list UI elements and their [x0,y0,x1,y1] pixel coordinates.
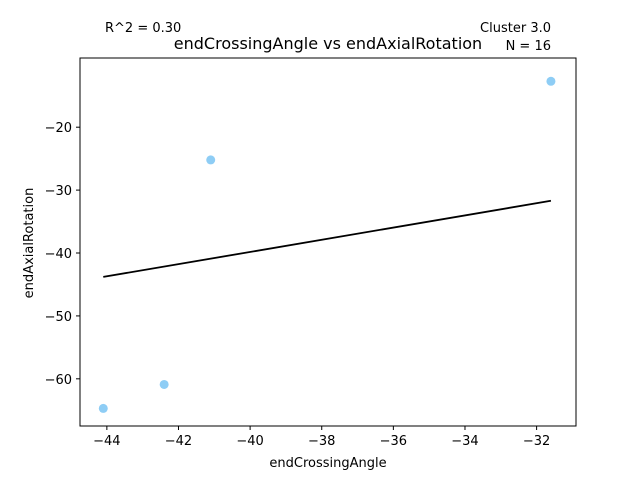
y-tick-label: −60 [45,373,72,388]
data-point-3 [546,76,556,86]
x-tick-label: −42 [165,434,192,449]
x-tick-label: −34 [451,434,478,449]
cluster-annotation: Cluster 3.0 [480,21,551,36]
data-point-0 [98,403,108,413]
x-tick-label: −36 [380,434,407,449]
y-tick-label: −20 [45,121,72,136]
regression-line [103,199,552,278]
x-axis-label: endCrossingAngle [269,456,386,471]
x-tick-label: −40 [236,434,263,449]
y-tick-label: −30 [45,184,72,199]
x-tick-label: −44 [93,434,120,449]
x-axis-ticks: −44 −42 −40 −38 −36 −34 −32 [93,426,550,449]
data-marks [98,76,556,413]
data-point-2 [206,155,216,165]
y-axis-label: endAxialRotation [22,188,37,299]
y-axis-ticks: −60 −50 −40 −30 −20 [45,121,80,388]
r-squared-annotation: R^2 = 0.30 [105,21,181,36]
n-annotation: N = 16 [506,39,551,54]
y-tick-label: −50 [45,310,72,325]
plot-frame [79,57,577,427]
x-tick-label: −32 [523,434,550,449]
x-tick-label: −38 [308,434,335,449]
chart-title: endCrossingAngle vs endAxialRotation [174,34,482,53]
data-point-1 [159,379,169,389]
y-tick-label: −40 [45,247,72,262]
